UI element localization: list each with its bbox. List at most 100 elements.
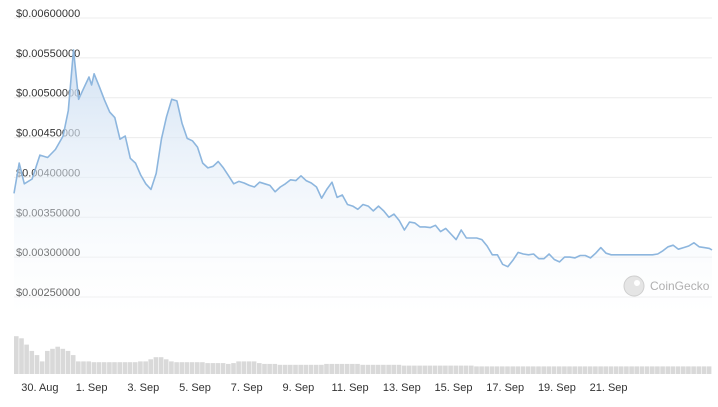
- volume-bar: [370, 364, 376, 374]
- volume-bar: [396, 364, 402, 374]
- x-tick-label: 15. Sep: [435, 382, 473, 394]
- volume-bar: [308, 364, 314, 374]
- volume-bar: [427, 365, 433, 374]
- volume-bar: [515, 366, 521, 374]
- volume-bar: [551, 366, 557, 374]
- volume-bar: [520, 366, 526, 374]
- volume-bar: [231, 363, 236, 374]
- volume-bar: [613, 366, 619, 374]
- volume-bar: [567, 366, 572, 374]
- volume-bar: [293, 364, 298, 374]
- volume-bar: [541, 366, 546, 374]
- volume-bar: [670, 366, 676, 374]
- volume-bar: [179, 362, 185, 374]
- volume-bar: [200, 362, 205, 374]
- volume-bar: [262, 363, 267, 374]
- volume-bar: [246, 361, 252, 374]
- volume-bar: [277, 364, 283, 374]
- volume-bar: [117, 362, 122, 374]
- volume-bar: [34, 355, 40, 374]
- volume-bar: [608, 366, 614, 374]
- volume-bar: [344, 363, 350, 374]
- volume-bar: [469, 365, 474, 374]
- volume-bar: [386, 364, 391, 374]
- volume-bar: [163, 359, 169, 374]
- volume-bar: [365, 364, 371, 374]
- volume-bar: [65, 350, 71, 374]
- y-tick-label: $0.00600000: [16, 8, 80, 20]
- volume-bar: [101, 362, 107, 374]
- volume-bar: [432, 365, 438, 374]
- volume-bar: [500, 366, 505, 374]
- volume-bar: [572, 366, 577, 374]
- price-area: [13, 49, 713, 318]
- volume-bar: [350, 363, 355, 374]
- volume-bar: [448, 365, 453, 374]
- volume-bar: [158, 357, 164, 374]
- volume-bar: [639, 366, 645, 374]
- x-tick-label: 11. Sep: [332, 382, 369, 394]
- volume-bar: [355, 363, 360, 374]
- volume-bar: [29, 350, 35, 374]
- volume-bar: [391, 364, 396, 374]
- volume-bar: [443, 365, 448, 374]
- x-tick-label: 17. Sep: [486, 382, 524, 394]
- volume-bar: [143, 361, 148, 374]
- volume-bar: [463, 365, 469, 374]
- volume-bar: [14, 336, 19, 374]
- volume-bar: [39, 361, 45, 374]
- volume-bar: [556, 366, 562, 374]
- volume-bar: [184, 362, 190, 374]
- volume-bar: [629, 366, 634, 374]
- volume-bar: [86, 361, 91, 374]
- volume-bar: [624, 366, 629, 374]
- volume-bar: [510, 366, 515, 374]
- volume-bars: [14, 336, 712, 374]
- volume-bar: [644, 366, 650, 374]
- volume-bar: [329, 363, 334, 374]
- volume-bar: [298, 364, 303, 374]
- x-tick-label: 13. Sep: [383, 382, 421, 394]
- volume-bar: [582, 366, 588, 374]
- volume-bar: [112, 362, 117, 374]
- volume-bar: [19, 338, 24, 374]
- volume-bar: [169, 361, 174, 374]
- volume-bar: [360, 364, 365, 374]
- volume-bar: [148, 359, 153, 374]
- volume-bar: [174, 362, 179, 374]
- x-tick-label: 5. Sep: [179, 382, 211, 394]
- x-tick-label: 7. Sep: [231, 382, 263, 394]
- volume-bar: [195, 362, 200, 374]
- x-tick-label: 30. Aug: [21, 382, 58, 394]
- coingecko-logo-icon: [623, 275, 645, 297]
- volume-bar: [650, 366, 655, 374]
- volume-bar: [438, 365, 443, 374]
- volume-bar: [696, 366, 702, 374]
- y-tick-label: $0.00500000: [16, 88, 80, 100]
- volume-bar: [319, 364, 324, 374]
- volume-bar: [562, 366, 567, 374]
- volume-bar: [453, 365, 459, 374]
- volume-bar: [660, 366, 665, 374]
- volume-bar: [665, 366, 671, 374]
- volume-bar: [381, 364, 386, 374]
- volume-bar: [288, 364, 293, 374]
- watermark-label: CoinGecko: [650, 279, 710, 293]
- volume-bar: [50, 348, 55, 374]
- volume-bar: [282, 364, 288, 374]
- volume-bar: [339, 363, 345, 374]
- volume-bar: [45, 350, 50, 374]
- x-tick-label: 9. Sep: [282, 382, 314, 394]
- x-tick-label: 3. Sep: [127, 382, 159, 394]
- volume-bar: [60, 348, 66, 374]
- volume-bar: [634, 366, 639, 374]
- x-tick-label: 19. Sep: [538, 382, 576, 394]
- volume-bar: [220, 363, 226, 374]
- volume-bar: [422, 365, 428, 374]
- volume-bar: [587, 366, 593, 374]
- volume-bar: [334, 363, 340, 374]
- volume-bar: [531, 366, 536, 374]
- volume-bar: [107, 362, 112, 374]
- volume-bar: [96, 362, 102, 374]
